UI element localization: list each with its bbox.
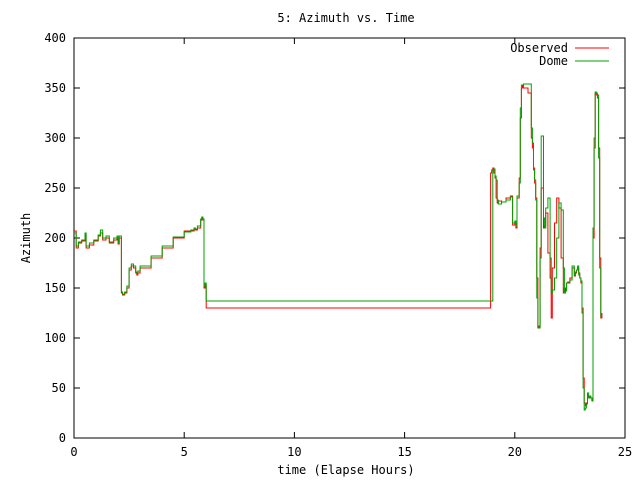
y-tick-label: 150 (44, 281, 66, 295)
y-tick-label: 200 (44, 231, 66, 245)
x-tick-label: 15 (397, 445, 411, 459)
legend-label-dome: Dome (539, 54, 568, 68)
x-tick-label: 10 (287, 445, 301, 459)
x-axis-label: time (Elapse Hours) (277, 463, 414, 477)
plot-frame (73, 37, 626, 439)
y-tick-label: 300 (44, 131, 66, 145)
x-tick-label: 0 (70, 445, 77, 459)
y-tick-label: 50 (52, 381, 66, 395)
series-layer (74, 83, 603, 411)
chart-title: 5: Azimuth vs. Time (277, 11, 414, 25)
y-axis: 0 50 100 150 200 250 300 350 400 (44, 31, 625, 445)
series-line-observed (74, 85, 603, 407)
y-axis-label: Azimuth (19, 213, 33, 264)
legend-label-observed: Observed (510, 41, 568, 55)
x-tick-label: 5 (181, 445, 188, 459)
series-line-dome (74, 83, 603, 411)
y-tick-label: 100 (44, 331, 66, 345)
y-tick-label: 350 (44, 81, 66, 95)
x-tick-label: 25 (618, 445, 632, 459)
x-tick-label: 20 (508, 445, 522, 459)
y-tick-label: 400 (44, 31, 66, 45)
y-tick-label: 250 (44, 181, 66, 195)
x-axis: 0 5 10 15 20 25 (70, 38, 632, 459)
y-tick-label: 0 (59, 431, 66, 445)
